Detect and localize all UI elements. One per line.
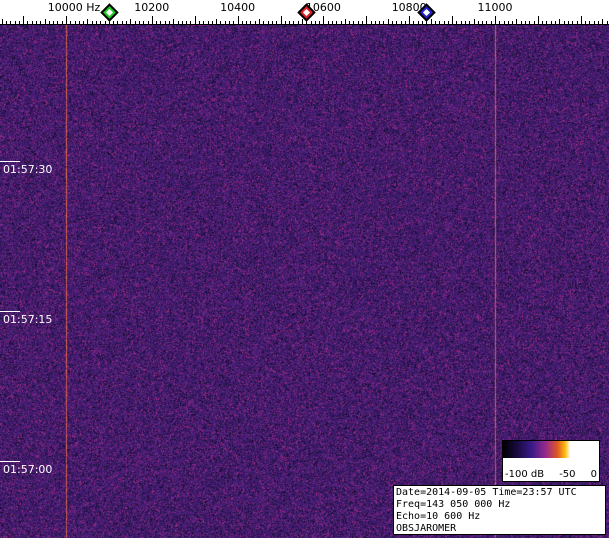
- info-box: Date=2014-09-05 Time=23:57 UTC Freq=143 …: [393, 485, 606, 535]
- time-tick: [0, 161, 20, 162]
- colorbar-label: -100 dB: [505, 469, 544, 480]
- time-tick: [0, 461, 20, 462]
- info-date-time: Date=2014-09-05 Time=23:57 UTC: [396, 487, 603, 499]
- x-tick-label: 11000: [478, 1, 513, 14]
- colorbar-label: 0: [591, 469, 597, 480]
- y-tick-label: 01:57:15: [3, 313, 52, 326]
- x-tick-label: 10000 Hz: [48, 1, 101, 14]
- info-echo: Echo=10 600 Hz: [396, 511, 603, 523]
- x-tick-label: 10200: [134, 1, 169, 14]
- y-tick-label: 01:57:00: [3, 463, 52, 476]
- colorbar-label: -50: [559, 469, 575, 480]
- info-observer: OBSJAROMER: [396, 523, 603, 535]
- colorbar: -100 dB -50 0: [502, 440, 600, 482]
- colorbar-gradient: [503, 441, 599, 458]
- info-frequency: Freq=143 050 000 Hz: [396, 499, 603, 511]
- time-tick: [0, 311, 20, 312]
- y-tick-label: 01:57:30: [3, 163, 52, 176]
- x-tick-label: 10400: [220, 1, 255, 14]
